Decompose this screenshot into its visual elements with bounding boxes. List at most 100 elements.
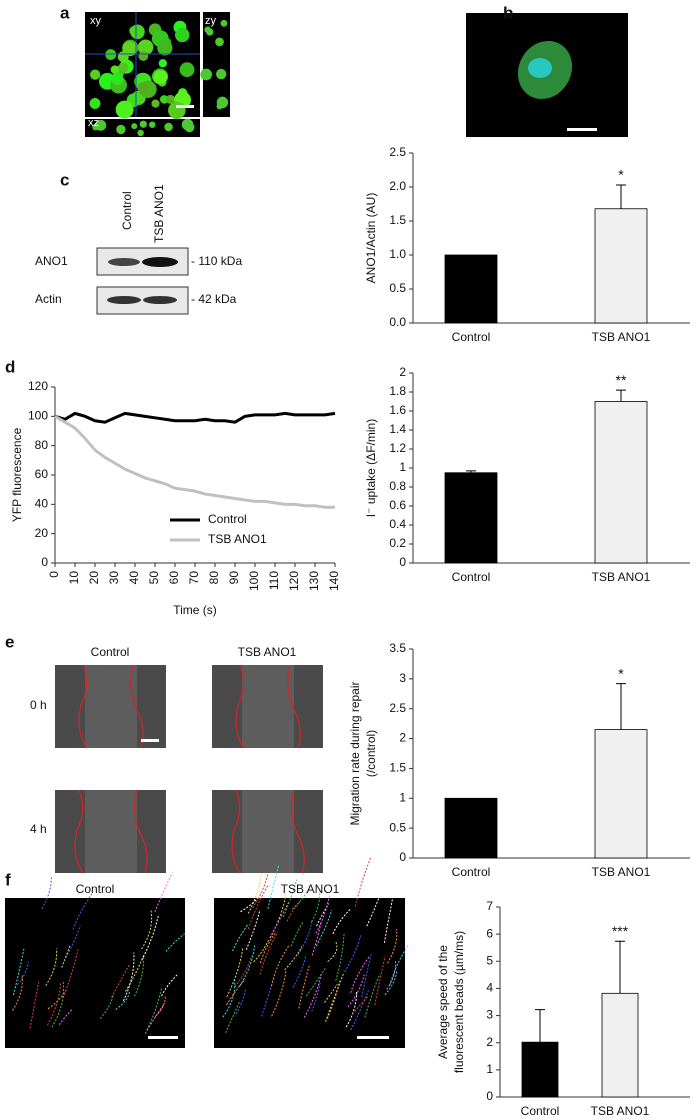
y-tick-label: 0.5 [389,281,406,295]
x-tick-label: 0 [47,571,61,578]
x-axis-label: Time (s) [173,603,217,617]
y-tick-label: 6 [486,926,493,940]
y-axis-label: I⁻ uptake (ΔF/min) [364,419,378,517]
y-axis-label: fluorescent beads (µm/ms) [452,931,466,1073]
panel-label: a [60,3,70,22]
significance: * [618,167,624,183]
x-tick-label: 60 [167,571,181,585]
size-label: - 110 kDa [191,254,242,268]
x-tick-label: 20 [87,571,101,585]
view-label: xz [88,117,99,129]
wound-edge [130,664,144,749]
bar [444,797,498,859]
y-tick-label: 60 [35,467,49,481]
y-tick-label: 5 [486,953,493,967]
scale-bar [357,1036,389,1039]
track [389,944,409,986]
cell [206,28,214,36]
track [222,979,236,1018]
y-tick-label: 2 [399,731,406,745]
gap [85,665,137,748]
y-tick-label: 0 [41,555,48,569]
lane-label: Control [120,191,134,230]
y-tick-label: 120 [28,379,48,393]
cell [200,68,213,81]
track [72,893,93,930]
cell [216,103,223,110]
cell [159,95,169,104]
y-axis-label: ANO1/Actin (AU) [364,193,378,284]
track [161,974,178,997]
y-tick-label: 1.0 [389,247,406,261]
track [165,933,185,952]
track [253,939,270,963]
track [315,909,333,947]
y-tick-label: 3.5 [389,641,406,655]
gap [85,790,137,873]
y-tick-label: 2 [399,365,406,379]
y-tick-label: 0.8 [389,479,406,493]
error-bar [466,470,476,473]
track [350,989,369,1031]
y-tick-label: 2.5 [389,701,406,715]
x-tick-label: 70 [187,571,201,585]
cell [131,123,138,130]
track [51,981,65,1028]
panel-label: d [5,357,15,376]
track [240,896,260,913]
x-tick-label: 10 [67,571,81,585]
column-label: TSB ANO1 [281,882,340,896]
band [108,258,140,266]
cell [116,124,126,135]
cell [122,41,138,57]
wound-edge [235,664,245,749]
x-tick-label: Control [452,865,491,879]
cell [149,121,156,128]
track [286,900,302,922]
track [298,964,311,1009]
y-tick-label: 40 [35,497,49,511]
track [386,960,397,990]
error-bar [616,184,626,209]
track [291,888,310,910]
legend-label: Control [208,512,247,526]
x-tick-label: 120 [287,571,301,591]
cell [137,82,149,94]
cell [175,27,190,43]
row-label: Actin [35,292,62,306]
track [47,982,62,1026]
wound-edge [287,664,301,749]
y-tick-label: 0.5 [389,820,406,834]
error-bar [535,1009,545,1043]
track [154,872,173,913]
scale-bar [148,1036,178,1039]
wound-edge [74,789,84,874]
panel-label: c [60,170,69,189]
track [239,945,256,987]
cell [89,98,101,109]
scratch-images [55,664,323,874]
track [234,955,253,988]
track [326,981,341,1019]
x-tick-label: 50 [147,571,161,585]
cell [216,68,227,80]
y-tick-label: 1.8 [389,384,406,398]
error-bar [615,940,625,994]
track [364,973,381,1018]
x-tick-label: 40 [127,571,141,585]
y-tick-label: 0.0 [389,315,406,329]
wound-edge [231,789,241,874]
cell [151,99,160,108]
track [144,1002,166,1034]
y-tick-label: 1.4 [389,422,406,436]
track [29,979,40,1029]
track [354,856,372,907]
significance: * [618,665,624,681]
band [143,296,177,304]
track [12,948,25,996]
track [344,935,362,973]
cell [110,65,120,74]
y-tick-label: 0 [399,555,406,569]
gap [242,790,294,873]
cell [137,39,154,56]
